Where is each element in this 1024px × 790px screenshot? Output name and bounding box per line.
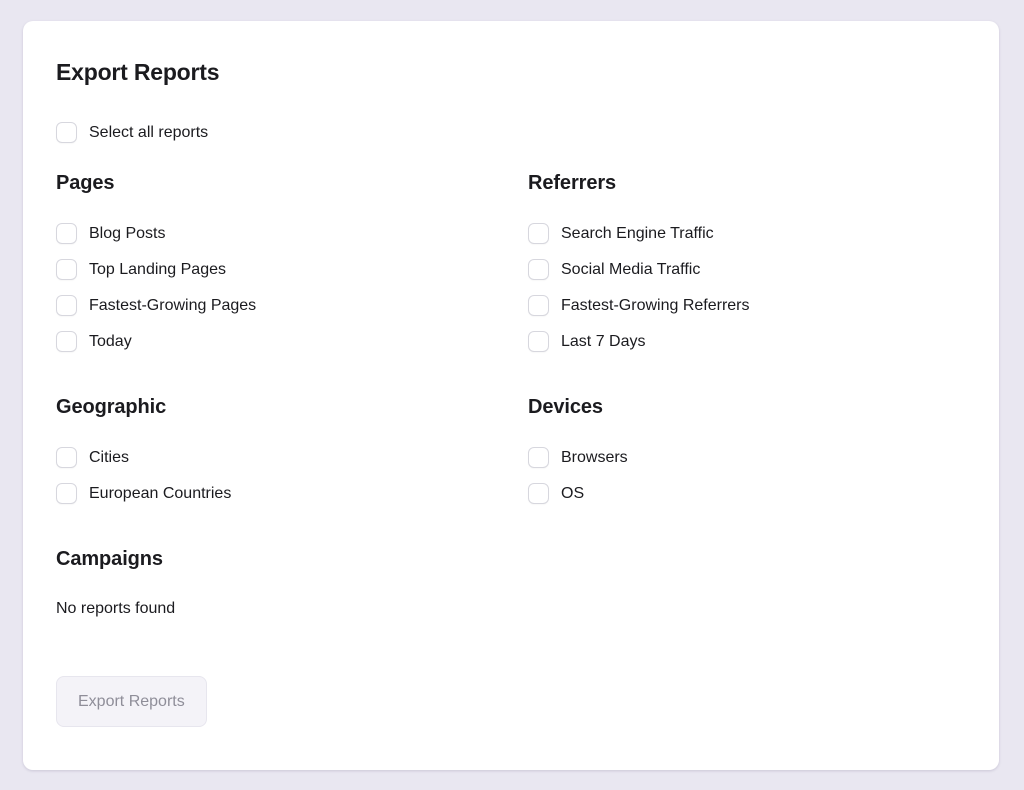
checkbox-label: Today [89, 333, 132, 350]
browsers-checkbox[interactable] [528, 447, 549, 468]
search-engine-traffic-checkbox[interactable] [528, 223, 549, 244]
blog-posts-checkbox[interactable] [56, 223, 77, 244]
checkbox-row-european-countries[interactable]: European Countries [56, 483, 231, 504]
select-all-row[interactable]: Select all reports [56, 122, 208, 143]
fastest-growing-pages-checkbox[interactable] [56, 295, 77, 316]
section-geographic-heading: Geographic [56, 396, 167, 418]
checkbox-label: European Countries [89, 485, 232, 502]
checkbox-label: Fastest-Growing Referrers [561, 297, 750, 314]
section-referrers: Referrers Search Engine Traffic Social M… [528, 172, 966, 352]
section-referrers-heading: Referrers [528, 172, 617, 194]
export-reports-card: Export Reports Select all reports Pages … [23, 21, 999, 770]
os-checkbox[interactable] [528, 483, 549, 504]
cities-checkbox[interactable] [56, 447, 77, 468]
checkbox-row-social-media-traffic[interactable]: Social Media Traffic [528, 259, 700, 280]
european-countries-checkbox[interactable] [56, 483, 77, 504]
section-pages-heading: Pages [56, 172, 115, 194]
checkbox-row-search-engine-traffic[interactable]: Search Engine Traffic [528, 223, 714, 244]
campaigns-empty-state-text: No reports found [56, 600, 176, 617]
checkbox-label: Blog Posts [89, 225, 166, 242]
checkbox-label: OS [561, 485, 585, 502]
checkbox-row-browsers[interactable]: Browsers [528, 447, 628, 468]
checkbox-row-today[interactable]: Today [56, 331, 132, 352]
checkbox-row-cities[interactable]: Cities [56, 447, 129, 468]
checkbox-label: Top Landing Pages [89, 261, 226, 278]
section-pages: Pages Blog Posts Top Landing Pages Faste… [56, 172, 528, 352]
checkbox-row-blog-posts[interactable]: Blog Posts [56, 223, 165, 244]
section-campaigns-heading: Campaigns [56, 548, 163, 570]
fastest-growing-referrers-checkbox[interactable] [528, 295, 549, 316]
checkbox-row-fastest-growing-referrers[interactable]: Fastest-Growing Referrers [528, 295, 750, 316]
section-campaigns: Campaigns No reports found [56, 548, 528, 618]
checkbox-label: Cities [89, 449, 130, 466]
checkbox-label: Fastest-Growing Pages [89, 297, 257, 314]
checkbox-row-top-landing-pages[interactable]: Top Landing Pages [56, 259, 226, 280]
export-reports-button[interactable]: Export Reports [56, 676, 207, 727]
checkbox-row-last-7-days[interactable]: Last 7 Days [528, 331, 645, 352]
last-7-days-checkbox[interactable] [528, 331, 549, 352]
checkbox-label: Browsers [561, 449, 628, 466]
section-geographic: Geographic Cities European Countries [56, 396, 528, 504]
section-devices-heading: Devices [528, 396, 603, 418]
page-title: Export Reports [56, 59, 220, 85]
checkbox-label: Social Media Traffic [561, 261, 701, 278]
today-checkbox[interactable] [56, 331, 77, 352]
select-all-checkbox[interactable] [56, 122, 77, 143]
report-sections-grid: Pages Blog Posts Top Landing Pages Faste… [56, 172, 966, 618]
checkbox-label: Last 7 Days [561, 333, 646, 350]
checkbox-row-fastest-growing-pages[interactable]: Fastest-Growing Pages [56, 295, 256, 316]
checkbox-label: Search Engine Traffic [561, 225, 714, 242]
social-media-traffic-checkbox[interactable] [528, 259, 549, 280]
section-devices: Devices Browsers OS [528, 396, 966, 504]
checkbox-row-os[interactable]: OS [528, 483, 584, 504]
top-landing-pages-checkbox[interactable] [56, 259, 77, 280]
select-all-label: Select all reports [89, 124, 209, 141]
